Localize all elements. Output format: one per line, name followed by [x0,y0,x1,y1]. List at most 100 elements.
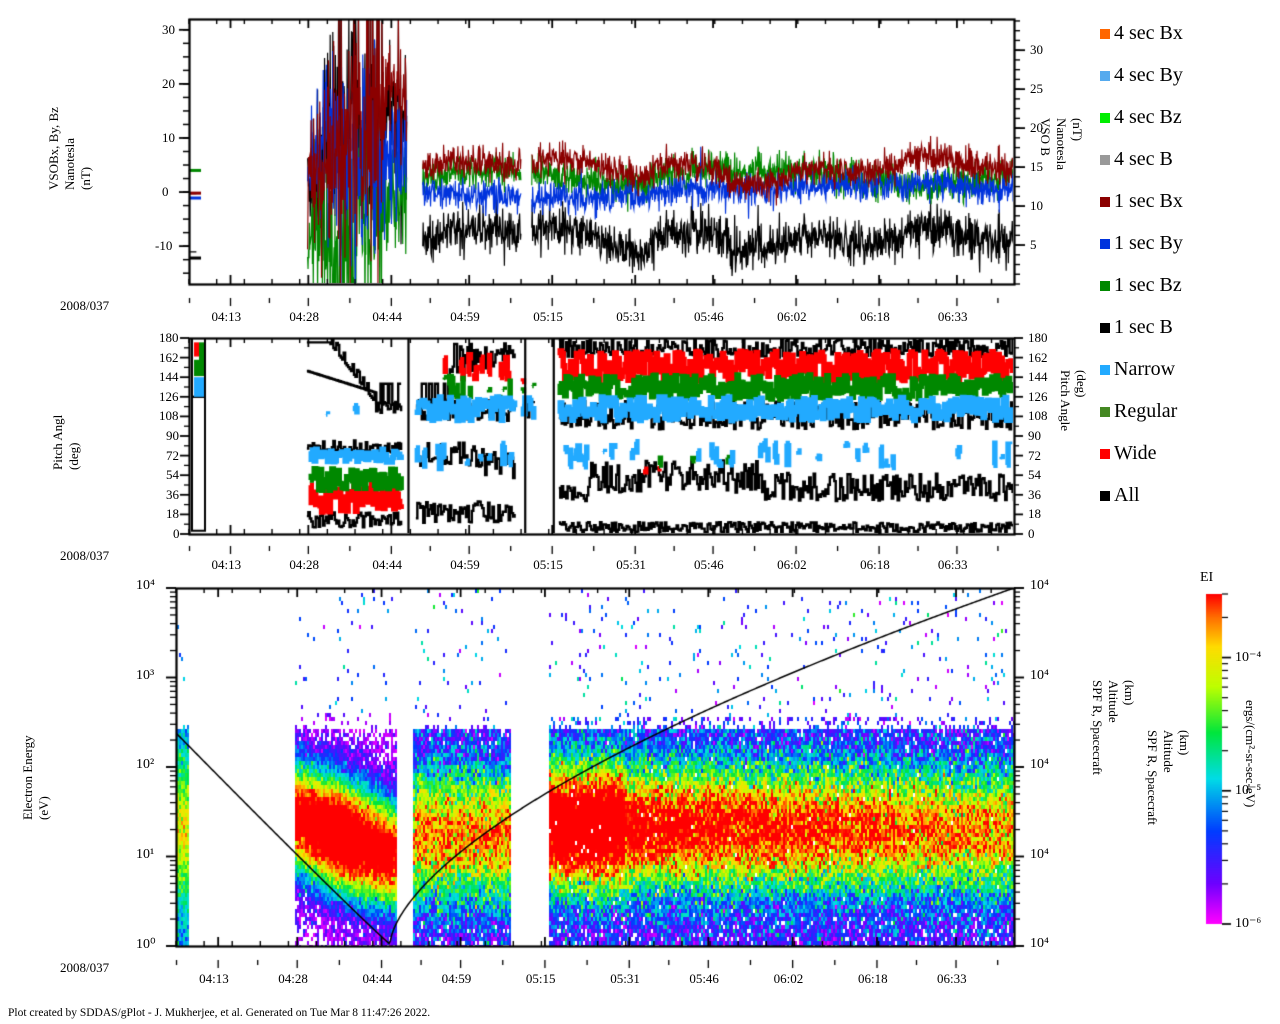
legend-item-label: 1 sec Bx [1114,190,1183,212]
y-axis-title-left-panel3: (eV) [36,796,51,820]
date-label-panel2: 2008/037 [60,548,110,563]
x-axis-tick-label: 04:59 [450,557,480,572]
x-axis-tick-label: 04:59 [450,309,480,324]
y-axis-right-tick-label: 25 [1030,81,1043,97]
x-axis-tick-label: 06:18 [860,557,890,572]
y-axis-title-left-panel1: (nT) [78,166,93,190]
y-axis-left-tick-label: 126 [159,388,179,404]
y-axis-right-tick-label: 54 [1028,467,1041,483]
x-axis-tick-label: 05:15 [533,309,563,324]
y-axis-left-tick-label: 10² [136,757,155,772]
colorbar-unit-label: ergs/(cm²-sr-sec-eV) [1243,700,1258,808]
x-axis-tick-label: 05:46 [694,557,724,572]
y-axis-right-tick-label: 108 [1028,408,1048,424]
x-axis-tick-label: 04:28 [278,971,308,986]
y-axis-title-right-panel1: Nanotesla [1054,118,1069,170]
y-axis-right-tick-label: 18 [1028,506,1041,522]
y-axis-title-left-panel1: Nanotesla [62,138,77,190]
y-axis-right-tick-label: 126 [1028,388,1048,404]
legend-swatch [1100,407,1110,417]
y-axis-title-left-panel3: Electron Energy [20,735,35,820]
x-axis-tick-label: 05:46 [694,309,724,324]
colorbar-tick-label: 10⁻⁶ [1235,916,1262,931]
y-axis-title-right-panel2: Pitch Angle [1058,370,1073,432]
legend-swatch [1100,491,1110,501]
legend-swatch [1100,155,1110,165]
y-axis-title-left-panel2: Pitch Angl [50,414,65,470]
x-axis-tick-label: 04:44 [372,309,402,324]
legend-swatch [1100,113,1110,123]
x-axis-tick-label: 04:13 [199,971,229,986]
y-axis-title-right-panel2: (deg) [1074,370,1089,398]
legend-swatch [1100,71,1110,81]
x-axis-tick-label: 05:15 [525,971,556,986]
colorbar-left-label: SPF R, Spacecraft [1145,730,1160,825]
legend-item-label: 4 sec Bx [1114,22,1183,44]
colorbar-title: EI [1200,570,1214,585]
x-axis-tick-label: 05:46 [689,971,719,986]
legend-swatch [1100,281,1110,291]
x-axis-tick-label: 05:31 [616,557,646,572]
y-axis-right-tick-label: 15 [1030,159,1043,175]
x-axis-tick-label: 05:15 [533,557,563,572]
y-axis-right-tick-label: 0 [1028,526,1035,541]
y-axis-right-tick-label: 90 [1028,428,1041,443]
y-axis-right-tick-label: 72 [1028,447,1041,463]
y-axis-title-right-panel1: (nT) [1070,118,1085,142]
x-axis-tick-label: 06:18 [857,971,888,986]
y-axis-right-tick-label: 10⁴ [1030,846,1049,862]
y-axis-left-tick-label: 144 [159,369,179,385]
y-axis-title-right-panel1: VSO B [1038,118,1053,156]
colorbar-tick-label: 10⁻⁴ [1235,649,1262,665]
x-axis-tick-label: 05:31 [616,309,646,324]
y-axis-right-tick-label: 36 [1028,486,1041,502]
y-axis-title-right-panel3: (km) [1122,680,1137,706]
x-axis-tick-label: 06:33 [937,557,968,572]
legend-item-label: 4 sec By [1114,64,1183,86]
legend-item-label: Regular [1114,400,1178,422]
y-axis-right-tick-label: 10⁴ [1030,667,1049,683]
y-axis-left-tick-label: 10¹ [136,846,155,862]
y-axis-right-tick-label: 180 [1028,330,1048,345]
y-axis-title-right-panel3: Altitude [1106,680,1121,723]
x-axis-tick-label: 06:02 [773,971,804,986]
y-axis-title-left-panel2: (deg) [66,442,81,470]
x-axis-tick-label: 04:13 [211,557,242,572]
date-label-panel1: 2008/037 [60,298,110,313]
x-axis-tick-label: 04:44 [372,557,402,572]
y-axis-left-tick-label: -10 [155,238,173,254]
legend-swatch [1100,323,1110,333]
y-axis-left-tick-label: 108 [159,408,179,424]
legend-item-label: Wide [1114,442,1157,464]
legend-swatch [1100,197,1110,207]
y-axis-left-tick-label: 36 [166,486,179,502]
y-axis-left-tick-label: 90 [166,428,179,443]
y-axis-left-tick-label: 54 [166,467,179,483]
y-axis-right-tick-label: 10⁴ [1030,936,1049,951]
y-axis-right-tick-label: 10⁴ [1030,757,1049,772]
y-axis-right-tick-label: 10⁴ [1030,578,1049,593]
colorbar-tick-label: 10⁻⁵ [1235,782,1262,798]
y-axis-right-tick-label: 5 [1030,237,1037,253]
y-axis-title-right-panel3: SPF R, Spacecraft [1090,680,1105,775]
y-axis-right-tick-label: 144 [1028,369,1048,385]
legend-item-label: Narrow [1114,358,1176,380]
y-axis-right-tick-label: 20 [1030,120,1043,136]
x-axis-tick-label: 06:33 [937,971,967,986]
x-axis-tick-label: 04:59 [441,971,472,986]
colorbar-left-label: Altitude [1161,730,1176,773]
footer-credit: Plot created by SDDAS/gPlot - J. Mukherj… [8,1007,431,1019]
y-axis-left-tick-label: 72 [166,447,179,463]
legend-item-label: 4 sec B [1114,148,1173,170]
x-axis-tick-label: 04:28 [289,309,319,324]
y-axis-left-tick-label: 10³ [136,667,155,683]
legend-swatch [1100,239,1110,249]
x-axis-tick-label: 06:18 [860,309,890,324]
y-axis-left-tick-label: 180 [159,330,179,345]
legend-item-label: 1 sec B [1114,316,1173,338]
x-axis-tick-label: 04:28 [289,557,319,572]
x-axis-tick-label: 05:31 [610,971,640,986]
y-axis-right-tick-label: 162 [1028,349,1048,365]
y-axis-left-tick-label: 162 [159,349,179,365]
